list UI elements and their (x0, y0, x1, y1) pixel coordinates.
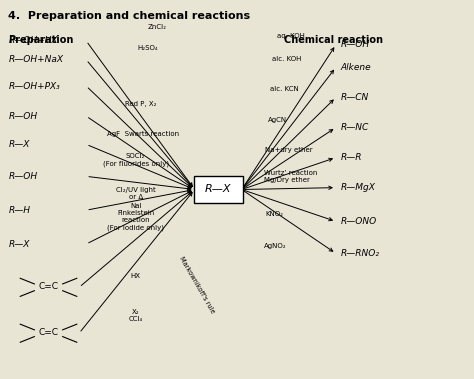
Text: 4.  Preparation and chemical reactions: 4. Preparation and chemical reactions (9, 11, 251, 21)
Text: Markownikoff's rule: Markownikoff's rule (178, 256, 216, 315)
Text: X₂
CCl₄: X₂ CCl₄ (128, 309, 143, 322)
Text: Preparation: Preparation (9, 35, 74, 45)
Text: R—R: R—R (341, 153, 362, 162)
Text: NaI
Finkelstein
reaction
(For iodide only): NaI Finkelstein reaction (For iodide onl… (107, 204, 164, 231)
Text: Chemical reaction: Chemical reaction (284, 35, 383, 45)
Text: R—RNO₂: R—RNO₂ (341, 249, 380, 258)
Text: Wurtz’ reaction
Mg/Dry ether: Wurtz’ reaction Mg/Dry ether (264, 170, 318, 183)
Text: R—OH+HX: R—OH+HX (9, 36, 58, 45)
Text: R—X: R—X (9, 240, 30, 249)
Text: R—NC: R—NC (341, 123, 369, 132)
Text: H₂SO₄: H₂SO₄ (137, 45, 158, 51)
Text: Red P, X₂: Red P, X₂ (125, 102, 156, 108)
Text: aq. KOH: aq. KOH (277, 33, 305, 39)
Text: Alkene: Alkene (341, 63, 371, 72)
Text: R—OH: R—OH (9, 172, 37, 181)
Text: C=C: C=C (38, 282, 58, 291)
Text: SOCl₂
(For fluorides only): SOCl₂ (For fluorides only) (103, 153, 169, 167)
Text: R—X: R—X (205, 185, 231, 194)
Text: R—H: R—H (9, 206, 30, 215)
Text: alc. KOH: alc. KOH (273, 56, 302, 61)
Text: AgNO₂: AgNO₂ (264, 243, 287, 249)
Text: Cl₂/UV light
or Δ: Cl₂/UV light or Δ (116, 187, 155, 200)
Text: HX: HX (131, 273, 141, 279)
Text: R—OH+NaX: R—OH+NaX (9, 55, 64, 64)
Text: R—CN: R—CN (341, 93, 369, 102)
Text: R—OH: R—OH (9, 112, 37, 121)
Text: R—MgX: R—MgX (341, 183, 375, 192)
FancyBboxPatch shape (194, 175, 243, 204)
Text: R—OH+PX₃: R—OH+PX₃ (9, 81, 60, 91)
Text: Na+dry ether: Na+dry ether (265, 147, 313, 153)
Text: R—OH: R—OH (341, 40, 370, 49)
Text: alc. KCN: alc. KCN (270, 86, 299, 92)
Text: R—ONO: R—ONO (341, 217, 377, 226)
Text: AgF  Swarts reaction: AgF Swarts reaction (107, 131, 179, 137)
Text: C=C: C=C (38, 327, 58, 337)
Text: AgCN: AgCN (268, 116, 287, 122)
Text: KNO₂: KNO₂ (265, 211, 283, 216)
Text: R—X: R—X (9, 140, 30, 149)
Text: ZnCl₂: ZnCl₂ (147, 23, 166, 30)
